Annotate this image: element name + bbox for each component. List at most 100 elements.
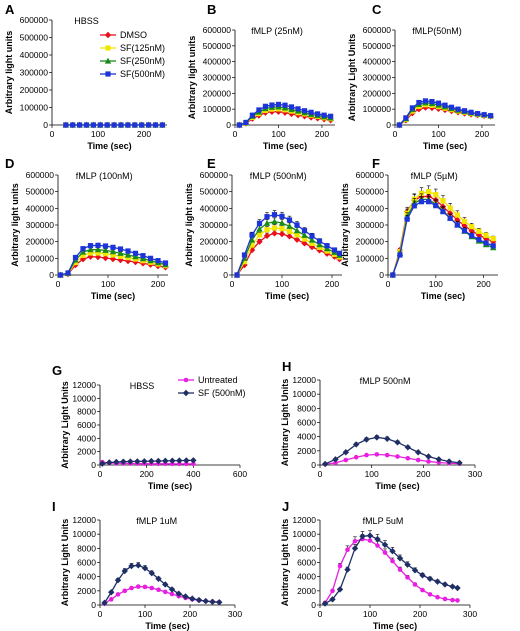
y-tick-label: 10000 [292, 529, 316, 539]
data-point [65, 270, 71, 276]
x-tick-label: 300 [463, 609, 477, 619]
data-point [440, 209, 446, 215]
data-point [263, 219, 271, 226]
panel-letter: F [372, 156, 380, 171]
x-tick-label: 100 [429, 279, 443, 289]
data-point [447, 215, 453, 221]
y-tick-label: 300000 [363, 73, 392, 83]
data-point [331, 247, 338, 253]
data-point [366, 532, 374, 539]
data-point [271, 230, 278, 237]
legend-item-sf-500nm: SF (500nM) [178, 388, 246, 398]
data-point [422, 98, 429, 104]
legend-swatch-marker [105, 71, 111, 77]
y-tick-label: 400000 [200, 203, 229, 213]
y-tick-label: 0 [226, 120, 231, 130]
y-tick-label: 400000 [20, 50, 49, 60]
legend-item-sf-125nm: SF(125nM) [100, 43, 165, 53]
data-point [117, 246, 124, 252]
y-axis-label: Arbitrary Light Units [347, 34, 357, 122]
x-tick-label: 200 [183, 609, 197, 619]
y-tick-label: 0 [223, 270, 228, 280]
y-tick-label: 6000 [297, 558, 316, 568]
data-point [447, 205, 453, 211]
data-point [135, 584, 141, 589]
data-point [139, 122, 145, 128]
data-point [427, 592, 433, 597]
panel-title: fMLP 5uM [363, 516, 404, 526]
y-tick-label: 6000 [77, 558, 96, 568]
data-point [190, 457, 197, 464]
y-tick-label: 8000 [77, 407, 96, 417]
legend-label: SF(125nM) [120, 43, 165, 53]
data-point [426, 459, 431, 464]
data-point [175, 590, 182, 597]
data-point [271, 225, 278, 231]
data-point [352, 538, 358, 544]
data-point [241, 261, 248, 269]
data-point [404, 561, 411, 568]
data-point [396, 555, 404, 562]
x-axis-label: Time (sec) [263, 141, 307, 151]
data-point [177, 461, 182, 467]
legend-swatch-marker [104, 57, 112, 64]
legend-swatch-marker [104, 31, 112, 39]
data-point [475, 111, 481, 117]
data-point [135, 562, 142, 569]
data-point [454, 222, 460, 228]
x-axis-label: Time (sec) [373, 621, 417, 631]
data-point [278, 230, 286, 238]
y-tick-label: 4000 [297, 572, 316, 582]
y-axis-label: Arbitrary light units [184, 183, 194, 267]
data-point [301, 231, 308, 238]
data-point [120, 458, 127, 465]
data-point [382, 550, 388, 555]
data-point [80, 252, 86, 258]
data-point [461, 108, 468, 114]
data-point [461, 218, 468, 224]
data-point [324, 243, 330, 249]
x-axis-label: Time (sec) [421, 291, 465, 301]
x-tick-label: 200 [413, 609, 427, 619]
y-tick-label: 600000 [203, 25, 232, 35]
x-axis-label: Time (sec) [145, 621, 189, 631]
data-point [132, 122, 138, 128]
data-point [381, 541, 389, 548]
x-axis-label: Time (sec) [148, 481, 192, 491]
data-point [420, 587, 425, 593]
data-point [278, 219, 286, 226]
data-point [426, 199, 432, 205]
data-point [397, 567, 403, 572]
y-tick-label: 12000 [72, 515, 96, 525]
x-tick-label: 200 [315, 129, 329, 139]
data-point [315, 111, 321, 117]
series-untreated [102, 584, 222, 606]
data-point [202, 597, 209, 605]
data-point [442, 102, 448, 108]
data-point [95, 250, 101, 256]
x-tick-label: 200 [416, 469, 430, 479]
data-point [249, 112, 255, 118]
y-axis-label: Arbitrary Light Units [60, 381, 70, 469]
x-tick-label: 400 [186, 469, 200, 479]
y-tick-label: 100000 [20, 103, 49, 113]
data-point [162, 581, 169, 588]
x-tick-label: 200 [477, 279, 491, 289]
data-point [125, 122, 131, 128]
data-point [293, 227, 301, 234]
data-point [149, 585, 155, 591]
x-tick-label: 0 [56, 279, 61, 289]
data-point [155, 258, 161, 264]
data-point [282, 102, 288, 108]
y-tick-label: 0 [311, 460, 316, 470]
series-line [324, 538, 458, 604]
data-point [264, 227, 270, 233]
data-point [435, 100, 442, 106]
data-point [241, 259, 248, 265]
series-sf-500nm [236, 101, 334, 128]
data-point [375, 543, 380, 548]
